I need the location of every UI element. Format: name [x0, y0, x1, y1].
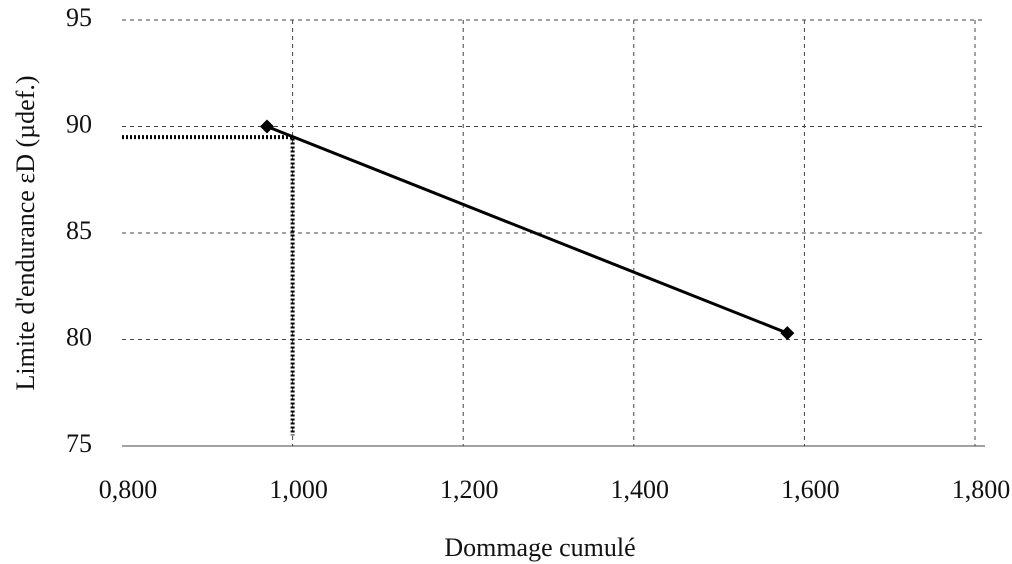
y-tick-label: 90 — [66, 109, 92, 138]
y-tick-label: 75 — [66, 429, 92, 458]
x-tick-label: 0,800 — [99, 475, 158, 504]
y-axis-label: Limite d'endurance εD (µdef.) — [11, 75, 40, 390]
data-point — [260, 119, 275, 134]
x-axis-label: Dommage cumulé — [444, 533, 635, 562]
guide-line — [122, 135, 295, 436]
x-tick-label: 1,400 — [611, 475, 670, 504]
y-tick-label: 95 — [66, 3, 92, 32]
x-tick-label: 1,200 — [440, 475, 499, 504]
x-tick-label: 1,000 — [269, 475, 328, 504]
x-tick-label: 1,800 — [952, 475, 1011, 504]
data-point — [780, 326, 795, 341]
data-line — [266, 125, 788, 335]
y-tick-label: 80 — [66, 322, 92, 351]
x-tick-label: 1,600 — [781, 475, 840, 504]
y-tick-label: 85 — [66, 216, 92, 245]
